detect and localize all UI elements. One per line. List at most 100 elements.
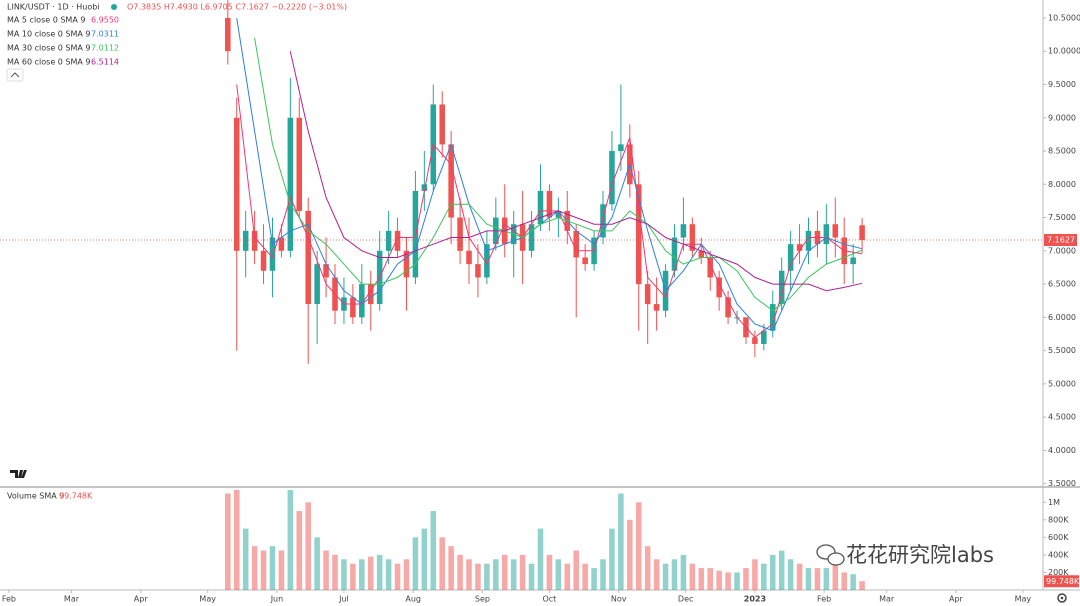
ma-legend-name: MA 10 close 0 SMA 9 — [7, 30, 91, 39]
volume-tick-label: 800K — [1048, 515, 1069, 524]
volume-bar — [260, 550, 267, 590]
x-tick-label: Nov — [611, 595, 627, 604]
volume-bar — [662, 563, 669, 590]
volume-bar — [591, 568, 597, 590]
candle-body — [546, 190, 553, 218]
y-tick-label: 7.0000 — [1048, 246, 1076, 255]
volume-tick-label: 600K — [1048, 533, 1069, 542]
volume-tick-label: 200K — [1048, 568, 1069, 577]
volume-bar — [430, 511, 437, 590]
volume-bar — [850, 574, 856, 590]
candle-body — [609, 151, 615, 205]
volume-bar — [359, 559, 365, 590]
x-tick-label: Aug — [405, 595, 421, 604]
wechat-icon — [816, 544, 845, 566]
candle-body — [850, 257, 856, 265]
collapse-button[interactable] — [6, 68, 24, 82]
candle-body — [600, 204, 606, 238]
volume-bar — [350, 563, 356, 590]
candle-body — [314, 264, 320, 305]
candle-body — [796, 244, 803, 251]
watermark: 花花研究院labs — [846, 543, 994, 567]
candle-body — [707, 257, 713, 278]
candle-body — [573, 230, 579, 258]
volume-bar — [832, 563, 839, 590]
y-tick-label: 6.0000 — [1048, 313, 1076, 322]
y-tick-label: 8.5000 — [1048, 147, 1076, 156]
volume-bar — [582, 563, 588, 590]
volume-tick-label: 1M — [1048, 498, 1060, 507]
candle-body — [475, 264, 481, 278]
volume-bar — [564, 563, 571, 590]
volume-bar — [555, 559, 562, 590]
last-volume-box — [1044, 575, 1079, 588]
candle-body — [323, 264, 329, 278]
last-price-box — [1044, 233, 1077, 246]
volume-bar — [618, 493, 624, 590]
market-status — [111, 4, 117, 10]
volume-bar — [761, 563, 767, 590]
ma-legend-name: MA 60 close 0 SMA 9 — [7, 58, 91, 67]
candle-body — [421, 184, 428, 191]
volume-bar — [787, 559, 794, 590]
candle-body — [484, 244, 490, 278]
volume-bar — [796, 563, 803, 590]
volume-bar — [769, 554, 776, 590]
candle-body — [859, 225, 865, 240]
volume-bar — [367, 556, 374, 590]
volume-bar — [573, 550, 579, 590]
candle-body — [823, 224, 830, 245]
y-tick-label: 7.5000 — [1048, 213, 1076, 222]
y-tick-label: 3.5000 — [1048, 479, 1076, 488]
volume-bar — [653, 559, 660, 590]
volume-title: Volume SMA 9 — [7, 492, 64, 501]
volume-bar — [385, 559, 392, 590]
volume-bar — [627, 519, 633, 590]
candle-body — [367, 284, 374, 305]
x-tick-label: Apr — [134, 595, 149, 604]
candle-body — [448, 144, 454, 218]
candle-body — [528, 224, 535, 251]
x-tick-label: Jun — [270, 595, 284, 604]
volume-bar — [475, 563, 481, 590]
y-tick-label: 9.0000 — [1048, 113, 1076, 122]
x-tick-label: Dec — [678, 595, 693, 604]
candle-body — [618, 144, 624, 152]
volume-bar — [859, 581, 865, 590]
candle-body — [680, 224, 687, 238]
last-price-label: 7.1627 — [1047, 235, 1075, 244]
candle-body — [305, 210, 311, 305]
candle-body — [394, 230, 401, 251]
volume-bar — [278, 550, 285, 590]
candle-body — [466, 250, 472, 265]
ma-line — [289, 51, 863, 292]
volume-bar — [609, 528, 615, 590]
volume-bar — [439, 537, 445, 590]
volume-bar — [448, 546, 454, 590]
volume-bar — [689, 563, 696, 590]
candle-body — [457, 217, 463, 251]
y-tick-label: 9.5000 — [1048, 80, 1076, 89]
x-tick-label: May — [199, 595, 216, 604]
y-tick-label: 10.5000 — [1048, 13, 1080, 22]
candle-body — [689, 224, 696, 251]
ma-legend-value: 6.9550 — [91, 16, 119, 25]
volume-bar — [644, 546, 651, 590]
volume-bar — [376, 554, 383, 590]
candle-body — [644, 284, 651, 305]
ohlc: O7.3835 H7.4930 L6.9705 C7.1627 −0.2220 … — [127, 3, 347, 12]
volume-bar — [528, 563, 535, 590]
volume-bar — [457, 554, 463, 590]
x-tick-label: Oct — [542, 595, 556, 604]
candle-body — [359, 284, 365, 318]
volume-bar — [493, 559, 499, 590]
volume-bar — [635, 502, 642, 590]
settings-icon[interactable] — [1057, 593, 1067, 603]
y-tick-label: 5.5000 — [1048, 346, 1076, 355]
volume-bar — [698, 568, 705, 590]
ma-line — [254, 37, 863, 312]
volume-bar — [805, 568, 812, 590]
x-tick-label: Apr — [949, 595, 964, 604]
